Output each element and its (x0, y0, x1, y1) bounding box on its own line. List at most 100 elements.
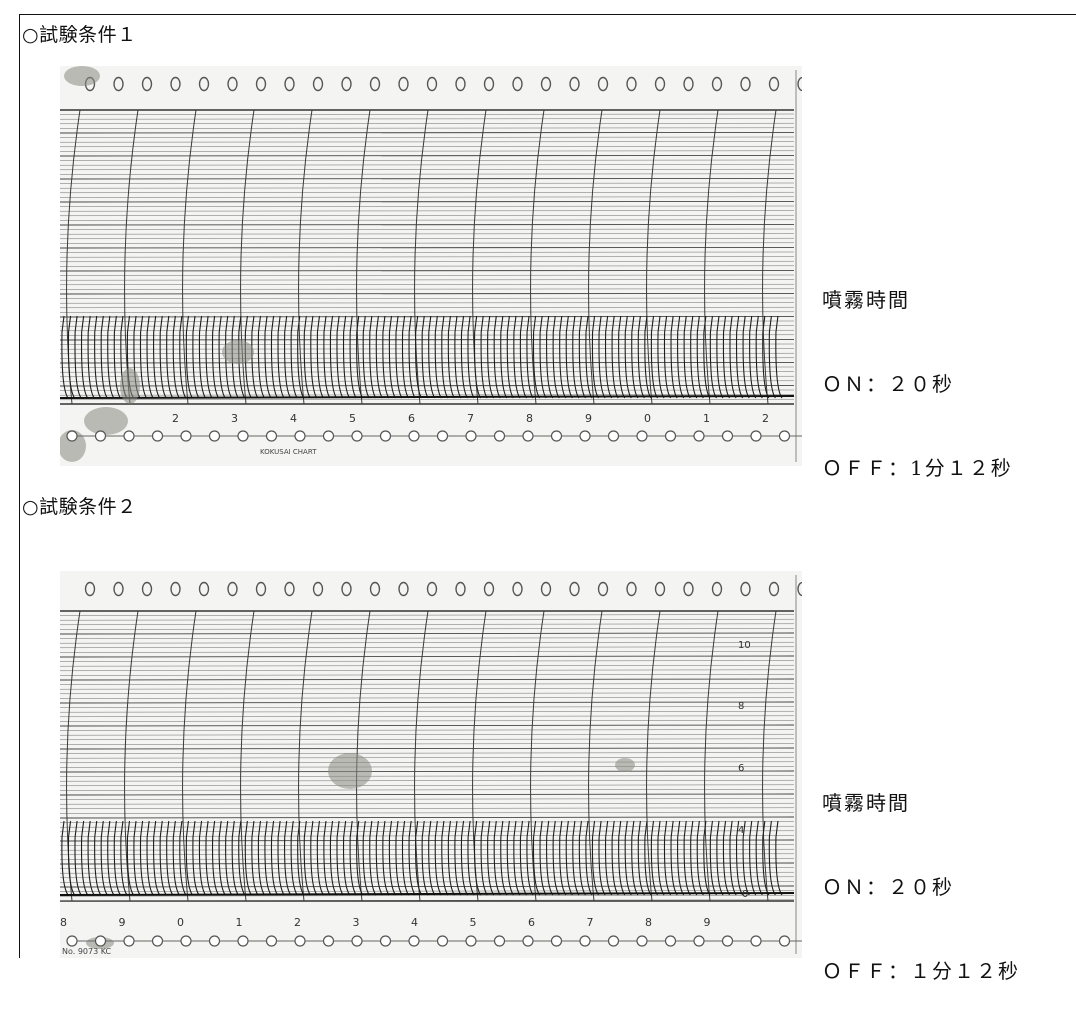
trace-line (631, 315, 639, 399)
trace-line (362, 315, 370, 399)
chain-hole (237, 935, 249, 947)
section-2-spray-note: 噴霧時間 ＯＮ：２０秒 ＯＦＦ：１分１２秒 (822, 733, 1020, 1013)
trace-line (611, 820, 619, 896)
trace-line (225, 315, 233, 399)
chain-hole (493, 935, 506, 947)
trace-line (349, 820, 357, 896)
sprocket-hole (312, 581, 324, 597)
grid-hline (60, 848, 795, 851)
grid-hline (60, 251, 795, 253)
right-scale-label: 6 (738, 763, 744, 774)
section-2-heading: ○試験条件２ (22, 496, 137, 518)
trace-line (218, 820, 226, 896)
chain-hole (436, 935, 449, 947)
chain-hole (379, 430, 392, 442)
trace-line (342, 315, 351, 399)
grid-hline (60, 315, 795, 318)
grid-hline (60, 687, 795, 690)
trace-line (198, 820, 207, 896)
trace-line (493, 820, 501, 896)
chain-hole (465, 935, 477, 947)
bottom-scale-label: 1 (703, 412, 710, 425)
trace-line (270, 820, 279, 896)
chain-hole (351, 935, 363, 947)
sprocket-hole (369, 76, 381, 92)
chain-hole (750, 430, 762, 442)
trace-line (637, 315, 645, 399)
grid-hline (60, 269, 795, 272)
bottom-scale-label: 7 (467, 412, 474, 425)
trace-line (382, 820, 390, 896)
grid-hline (60, 821, 795, 823)
time-arc (240, 610, 255, 902)
trace-line (375, 820, 383, 896)
trace-line (166, 315, 174, 399)
grid-hline (60, 710, 795, 713)
trace-line (356, 315, 364, 399)
section-1-note-title: 噴霧時間 (822, 288, 910, 312)
time-arc (298, 109, 313, 405)
sprocket-hole (740, 76, 751, 92)
chain-hole (465, 430, 477, 442)
trace-line (329, 315, 338, 399)
grid-hline (60, 164, 795, 166)
time-arc (704, 109, 719, 405)
chain-hole (208, 935, 221, 947)
right-scale-label: 8 (738, 701, 744, 712)
trace-baseline (60, 892, 795, 896)
trace-line (172, 315, 180, 399)
bottom-scale-label: 0 (177, 916, 184, 929)
time-arc (414, 610, 429, 902)
time-arc (646, 610, 661, 902)
chain-hole (522, 935, 534, 947)
sprocket-hole (426, 76, 438, 92)
trace-line (421, 820, 429, 896)
trace-line (284, 820, 292, 896)
trace-line (159, 820, 167, 896)
chain-hole (322, 430, 335, 442)
sprocket-hole (170, 581, 181, 597)
trace-line (369, 315, 377, 399)
trace-line (690, 315, 698, 399)
sprocket-hole (740, 581, 751, 597)
trace-line (434, 820, 442, 896)
trace-line (526, 820, 534, 896)
trace-line (539, 315, 547, 399)
bottom-scale-label: 7 (587, 916, 594, 929)
grid-hline (60, 692, 795, 695)
sprocket-hole (312, 76, 324, 92)
section-2-chart-image: 8 9 0 1 2 3 4 5 6 7 8 9 10 8 6 4 0 (60, 571, 802, 958)
trace-line (218, 315, 226, 399)
trace-line (460, 820, 469, 896)
trace-line (87, 820, 95, 896)
trace-line (342, 820, 351, 896)
chain-hole (94, 430, 107, 442)
trace-line (146, 315, 154, 399)
trace-line (395, 820, 403, 896)
sprocket-hole (455, 581, 466, 597)
trace-line (290, 820, 298, 896)
chain-hole (664, 430, 677, 442)
grid-hline (60, 632, 795, 635)
trace-line (415, 820, 423, 896)
time-arc (762, 109, 777, 405)
bottom-scale-label: 9 (704, 916, 711, 929)
grid-hline (60, 899, 795, 902)
trace-line (323, 315, 331, 399)
right-scale-label: 0 (742, 889, 748, 900)
trace-line (94, 315, 102, 399)
trace-line (205, 315, 213, 399)
grid-hline (60, 752, 795, 754)
trace-line (277, 820, 285, 896)
trace-line (532, 315, 541, 399)
sprocket-hole (170, 76, 181, 92)
trace-line (297, 315, 305, 399)
trace-line (225, 820, 233, 896)
grid-hline (60, 669, 795, 672)
trace-line (284, 315, 292, 399)
grid-hline (60, 196, 795, 198)
trace-line (146, 820, 154, 896)
grid-hline (60, 651, 795, 653)
sprocket-hole (113, 76, 124, 92)
sprocket-hole (597, 76, 609, 92)
